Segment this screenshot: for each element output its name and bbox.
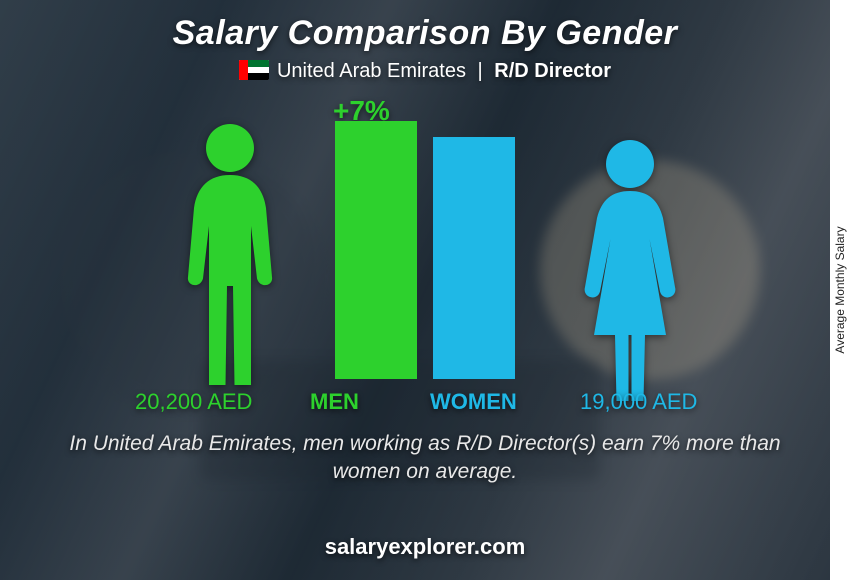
women-salary-value: 19,000 AED (580, 389, 697, 415)
men-salary-value: 20,200 AED (135, 389, 252, 415)
source-footer: salaryexplorer.com (0, 534, 850, 560)
bar-group (335, 119, 515, 379)
female-figure-icon (555, 137, 705, 379)
country-label: United Arab Emirates (277, 60, 466, 82)
subtitle: United Arab Emirates | R/D Director (0, 60, 850, 83)
male-figure-icon (155, 121, 305, 379)
women-label: WOMEN (430, 389, 517, 415)
role-label: R/D Director (494, 60, 611, 82)
gender-salary-chart: +7% 20,200 AED MEN WOMEN 19,000 AED (0, 95, 850, 415)
infographic-stage: Average Monthly Salary Salary Comparison… (0, 0, 850, 580)
separator: | (478, 60, 483, 82)
labels-row: 20,200 AED MEN WOMEN 19,000 AED (0, 383, 850, 415)
bar-men (335, 121, 417, 379)
bar-women (433, 137, 515, 379)
page-title: Salary Comparison By Gender (0, 14, 850, 53)
summary-text: In United Arab Emirates, men working as … (60, 430, 790, 487)
uae-flag-icon (239, 60, 269, 80)
men-label: MEN (310, 389, 359, 415)
